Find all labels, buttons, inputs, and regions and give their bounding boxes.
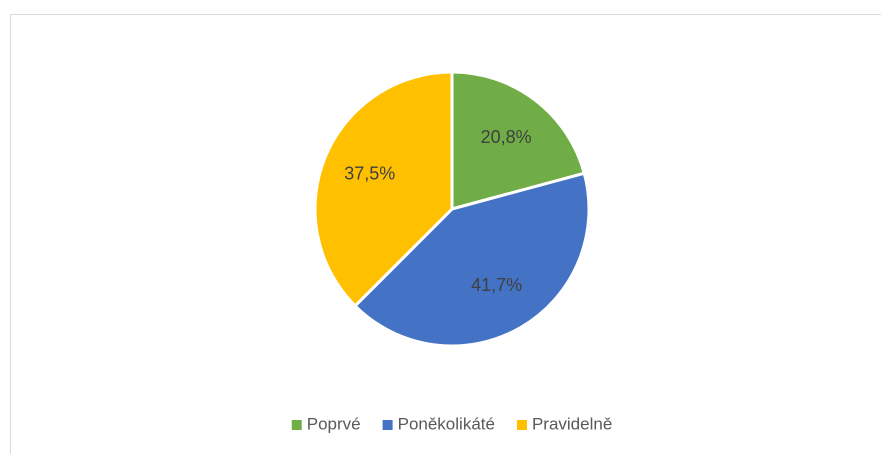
- legend-label: Pravidelně: [532, 414, 612, 433]
- data-label: 37,5%: [344, 164, 395, 184]
- legend-swatch: [382, 420, 393, 430]
- pie: [313, 70, 591, 348]
- legend-swatch: [516, 420, 527, 430]
- legend-label: Poněkolikáté: [398, 414, 495, 433]
- legend-swatch: [291, 420, 302, 430]
- pie-slice: [353, 171, 591, 348]
- pie-slice: [450, 70, 587, 211]
- legend: Poprvé Poněkolikáté Pravidelně: [291, 414, 612, 433]
- pie-slice: [313, 70, 454, 308]
- data-label: 41,7%: [471, 275, 522, 295]
- data-label: 20,8%: [481, 127, 532, 147]
- data-labels: 20,8% 41,7% 37,5%: [344, 127, 531, 295]
- legend-label: Poprvé: [307, 414, 361, 433]
